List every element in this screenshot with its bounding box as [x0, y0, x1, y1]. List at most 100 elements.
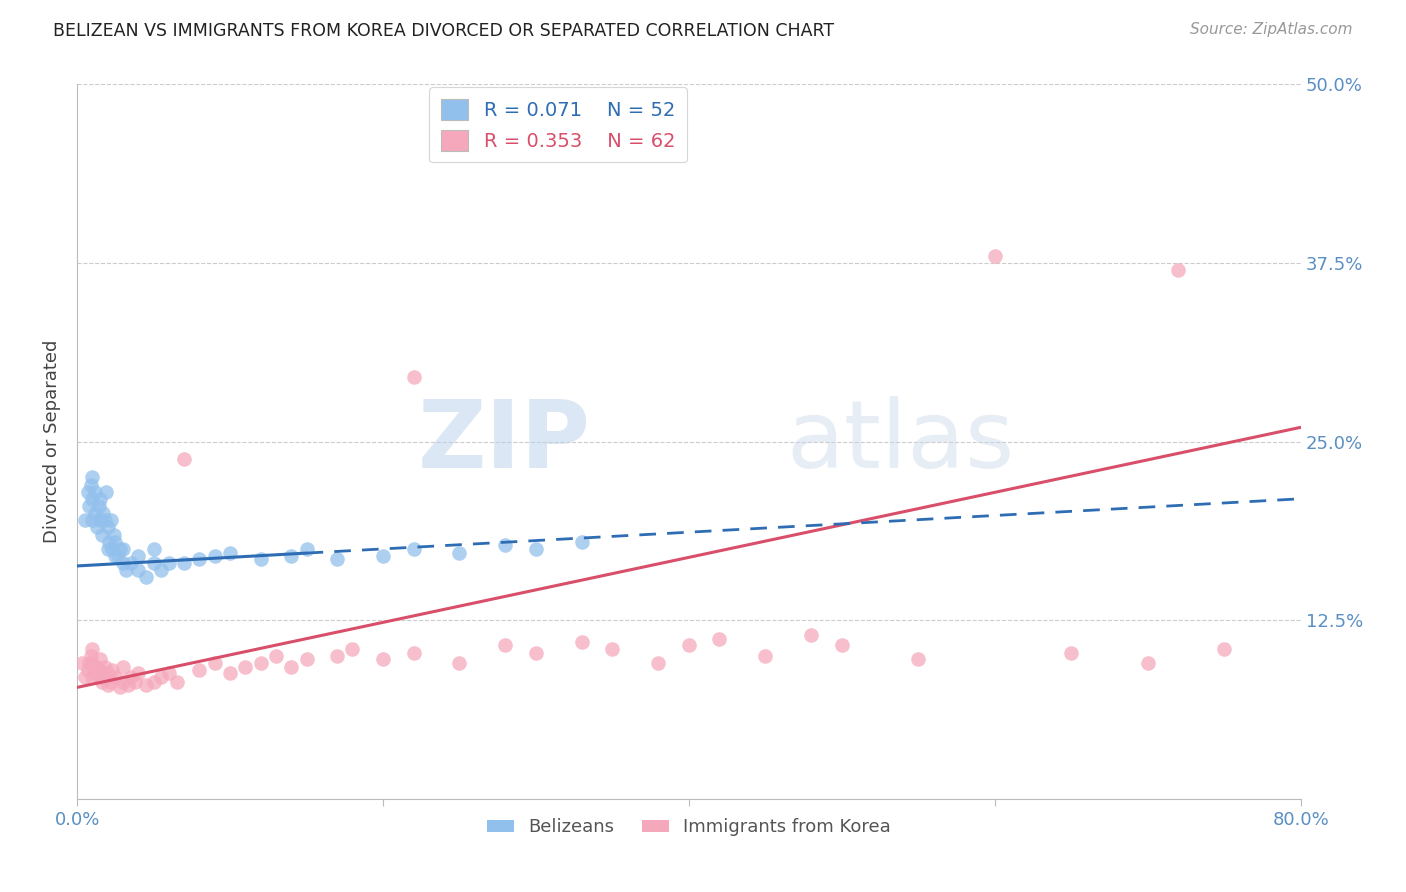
Point [678, 638, 700, 652]
Point [602, 641, 624, 656]
Point [142, 541, 165, 556]
Point [754, 648, 776, 663]
Point [80, 648, 103, 663]
Point [104, 549, 127, 563]
Point [371, 549, 394, 563]
Point [97, 666, 120, 681]
Point [150, 670, 173, 684]
Point [107, 549, 129, 563]
Point [91, 666, 114, 681]
Text: BELIZEAN VS IMMIGRANTS FROM KOREA DIVORCED OR SEPARATED CORRELATION CHART: BELIZEAN VS IMMIGRANTS FROM KOREA DIVORC… [53, 22, 835, 40]
Point [111, 556, 134, 570]
Point [111, 660, 134, 674]
Point [449, 546, 471, 560]
Point [120, 556, 142, 570]
Text: ZIP: ZIP [418, 396, 591, 488]
Point [84, 506, 107, 520]
Point [280, 549, 302, 563]
Point [295, 652, 318, 666]
Point [135, 677, 157, 691]
Point [89, 652, 111, 666]
Point [188, 551, 211, 566]
Point [76, 663, 98, 677]
Point [402, 370, 425, 384]
Point [91, 506, 114, 520]
Legend: Belizeans, Immigrants from Korea: Belizeans, Immigrants from Korea [479, 811, 898, 844]
Point [79, 656, 101, 670]
Point [73, 513, 96, 527]
Point [204, 656, 226, 670]
Point [157, 666, 180, 681]
Point [142, 674, 165, 689]
Point [494, 638, 516, 652]
Point [82, 513, 104, 527]
Point [82, 656, 104, 670]
Point [709, 632, 731, 646]
Point [86, 660, 108, 674]
Point [204, 549, 226, 563]
Point [342, 641, 364, 656]
Point [402, 646, 425, 660]
Point [1136, 656, 1159, 670]
Text: Source: ZipAtlas.com: Source: ZipAtlas.com [1189, 22, 1353, 37]
Point [87, 670, 110, 684]
Point [524, 541, 547, 556]
Point [84, 484, 107, 499]
Point [82, 491, 104, 506]
Point [108, 541, 131, 556]
Point [111, 674, 134, 689]
Point [93, 513, 115, 527]
Point [571, 534, 593, 549]
Point [97, 541, 120, 556]
Point [280, 660, 302, 674]
Point [173, 556, 195, 570]
Point [295, 541, 318, 556]
Point [98, 534, 121, 549]
Point [89, 513, 111, 527]
Y-axis label: Divorced or Separated: Divorced or Separated [44, 340, 60, 543]
Point [82, 670, 104, 684]
Point [73, 670, 96, 684]
Point [111, 541, 134, 556]
Point [87, 499, 110, 513]
Point [97, 520, 120, 534]
Point [93, 660, 115, 674]
Point [120, 670, 142, 684]
Point [219, 666, 242, 681]
Point [571, 634, 593, 648]
Point [70, 656, 93, 670]
Point [150, 563, 173, 577]
Point [127, 563, 149, 577]
Point [326, 551, 349, 566]
Point [90, 527, 112, 541]
Point [524, 646, 547, 660]
Point [984, 249, 1007, 263]
Point [157, 556, 180, 570]
Point [647, 656, 669, 670]
Point [90, 674, 112, 689]
Point [127, 666, 149, 681]
Point [219, 546, 242, 560]
Point [1213, 641, 1236, 656]
Point [166, 674, 188, 689]
Point [89, 491, 111, 506]
Text: atlas: atlas [787, 396, 1015, 488]
Point [326, 648, 349, 663]
Point [115, 563, 138, 577]
Point [86, 520, 108, 534]
Point [1167, 263, 1189, 277]
Point [249, 656, 271, 670]
Point [402, 541, 425, 556]
Point [188, 663, 211, 677]
Point [233, 660, 256, 674]
Point [494, 537, 516, 551]
Point [249, 551, 271, 566]
Point [82, 470, 104, 484]
Point [82, 641, 104, 656]
Point [100, 513, 122, 527]
Point [831, 638, 853, 652]
Point [104, 670, 127, 684]
Point [117, 677, 139, 691]
Point [80, 477, 103, 491]
Point [800, 627, 823, 641]
